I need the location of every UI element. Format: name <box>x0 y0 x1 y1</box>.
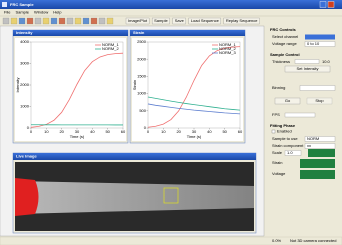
x-tick-label: 60 <box>238 129 243 134</box>
toolbar-label: Save <box>175 18 185 23</box>
tool-icon[interactable] <box>51 18 57 24</box>
label: Select channel <box>272 34 298 39</box>
legend-label: NORM_3 <box>219 50 236 55</box>
label: Binning <box>272 85 285 90</box>
plot-titlebar <box>130 30 245 36</box>
group-label: Sample Control <box>270 52 300 57</box>
tool-icon[interactable] <box>43 18 49 24</box>
x-tick-label: 10 <box>161 129 166 134</box>
x-tick-label: 40 <box>207 129 212 134</box>
tool-icon[interactable] <box>83 18 89 24</box>
toolbar-label: Sample <box>154 18 168 23</box>
x-tick-label: 40 <box>90 129 95 134</box>
scale-value: 1.0 <box>287 150 293 155</box>
tool-icon[interactable] <box>35 18 41 24</box>
menu-item[interactable]: File <box>4 10 11 15</box>
y-axis-label: Intensity <box>15 78 20 93</box>
strain-display <box>300 159 335 168</box>
group-label: Fitting Phase <box>270 123 296 128</box>
y-tick-label: 2500 <box>137 39 147 44</box>
app-icon <box>2 2 7 7</box>
x-tick-label: 10 <box>44 129 49 134</box>
model-value: xx <box>307 143 311 148</box>
status-right: Not 3D camera connected <box>290 238 336 243</box>
label: Strain component <box>272 143 304 148</box>
button-label: Set Intensity <box>296 66 318 71</box>
button-label: Stop <box>315 98 324 103</box>
y-tick-label: 1000 <box>137 91 147 96</box>
thickness-value: 10.0 <box>322 59 331 64</box>
maximize[interactable] <box>320 2 326 8</box>
menu-item[interactable]: Window <box>34 10 48 15</box>
menu-item[interactable]: Help <box>53 10 62 15</box>
x-tick-label: 20 <box>59 129 64 134</box>
y-tick-label: 3000 <box>20 61 30 66</box>
label: Strain <box>272 160 282 165</box>
enabled-checkbox[interactable] <box>272 130 275 133</box>
voltage-display <box>300 170 335 179</box>
x-tick-label: 50 <box>105 129 110 134</box>
label: Voltage range <box>272 41 297 46</box>
y-tick-label: 1000 <box>20 104 30 109</box>
title-bar <box>0 0 342 9</box>
button-label: Go <box>285 98 291 103</box>
x-axis-label: Time (s) <box>70 134 85 139</box>
toolbar-label: Load Sequence <box>191 18 220 23</box>
label: Thickness <box>272 59 290 64</box>
plot-title: Strain <box>133 30 145 35</box>
toolbar-label: Replay Sequence <box>226 18 258 23</box>
legend-label: NORM_2 <box>102 46 119 51</box>
tool-icon[interactable] <box>99 18 105 24</box>
range-value: 0 to 10 <box>307 41 320 46</box>
sample-value: NORM <box>307 136 319 141</box>
label: Sample to use <box>272 136 298 141</box>
window-title: FRC Sample <box>10 2 34 7</box>
menu-item[interactable]: Sample <box>15 10 29 15</box>
plot-title: Intensity <box>16 30 33 35</box>
y-tick-label: 4000 <box>20 39 30 44</box>
label: Voltage <box>272 171 286 176</box>
x-axis-label: Time (s) <box>187 134 202 139</box>
group-label: FRC Controls <box>270 27 297 32</box>
x-tick-label: 60 <box>121 129 126 134</box>
close[interactable] <box>328 2 334 8</box>
channel-select[interactable] <box>305 35 335 40</box>
tool-icon[interactable] <box>59 18 65 24</box>
y-tick-label: 500 <box>139 108 146 113</box>
tool-icon[interactable] <box>3 18 9 24</box>
live-image-titlebar <box>13 153 256 160</box>
label: Enabled <box>277 129 292 134</box>
tool-icon[interactable] <box>75 18 81 24</box>
binning-select[interactable] <box>300 86 335 91</box>
hot-spot <box>15 178 39 216</box>
plot-canvas <box>15 38 126 141</box>
tool-icon[interactable] <box>27 18 33 24</box>
tool-icon[interactable] <box>107 18 113 24</box>
app-window: FRC Sample File Sample Window Help Image/Pl… <box>0 0 342 245</box>
y-tick-label: 2000 <box>137 56 147 61</box>
tool-icon[interactable] <box>91 18 97 24</box>
y-tick-label: 2000 <box>20 82 30 87</box>
label: FPS <box>272 112 280 117</box>
label: Scale <box>272 150 283 155</box>
thickness-slider[interactable] <box>295 60 319 64</box>
tool-icon[interactable] <box>19 18 25 24</box>
status-left: 0.0% <box>272 238 282 243</box>
toolbar-label: Image/Plot <box>128 18 148 23</box>
x-tick-label: 50 <box>222 129 227 134</box>
live-image-title: Live Image <box>16 154 37 159</box>
tool-icon[interactable] <box>11 18 17 24</box>
fps-field <box>285 113 315 117</box>
scale-display <box>308 149 335 157</box>
tool-icon[interactable] <box>67 18 73 24</box>
y-tick-label: 1500 <box>137 73 147 78</box>
x-tick-label: 20 <box>176 129 181 134</box>
y-axis-label: Strain <box>132 80 137 90</box>
